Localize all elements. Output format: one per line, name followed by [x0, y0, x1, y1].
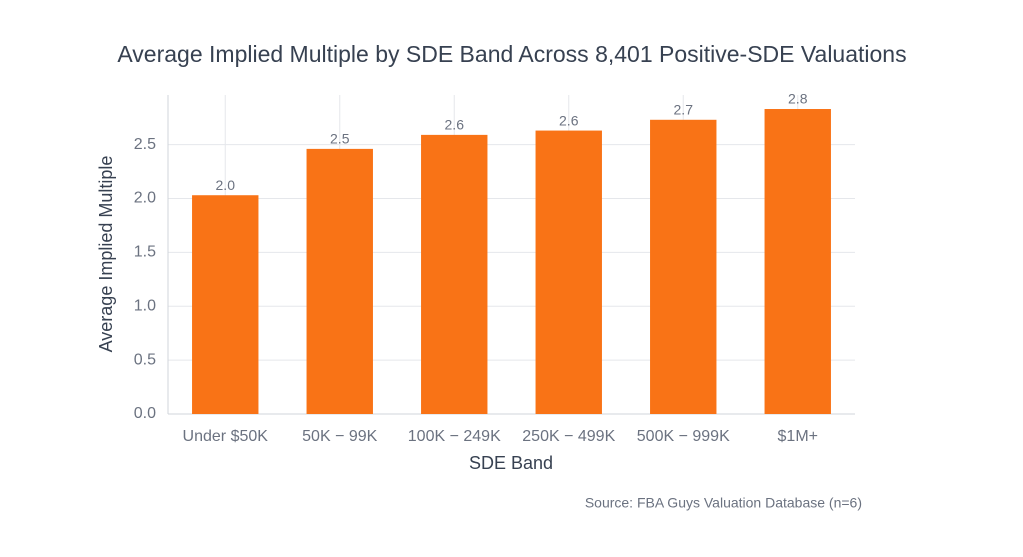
- value-label: 2.5: [330, 131, 350, 147]
- value-label: 2.7: [674, 101, 694, 117]
- value-label: 2.6: [559, 112, 579, 128]
- value-label: 2.6: [445, 117, 465, 133]
- y-tick-label: 2.0: [134, 190, 156, 207]
- x-tick-label: 250K − 499K: [522, 428, 615, 445]
- bar: [421, 134, 488, 414]
- bar: [650, 119, 717, 414]
- y-tick-label: 1.0: [134, 297, 156, 314]
- value-label: 2.0: [216, 177, 236, 193]
- x-tick-label: 500K − 999K: [637, 428, 730, 445]
- value-label: 2.8: [788, 91, 808, 107]
- bar: [192, 195, 259, 414]
- x-tick-label: 100K − 249K: [408, 428, 501, 445]
- x-tick-label: 50K − 99K: [302, 428, 378, 445]
- x-tick-label: Under $50K: [183, 428, 269, 445]
- bar: [764, 109, 831, 414]
- bar: [535, 130, 602, 414]
- y-tick-label: 1.5: [134, 244, 156, 261]
- x-axis-label: SDE Band: [469, 453, 553, 473]
- y-tick-label: 2.5: [134, 136, 156, 153]
- chart-title: Average Implied Multiple by SDE Band Acr…: [117, 41, 906, 67]
- y-tick-label: 0.5: [134, 351, 156, 368]
- y-axis-label: Average Implied Multiple: [96, 156, 116, 353]
- bar: [306, 148, 373, 414]
- y-tick-label: 0.0: [134, 405, 156, 422]
- source-note: Source: FBA Guys Valuation Database (n=6…: [585, 495, 862, 511]
- x-tick-label: $1M+: [778, 428, 818, 445]
